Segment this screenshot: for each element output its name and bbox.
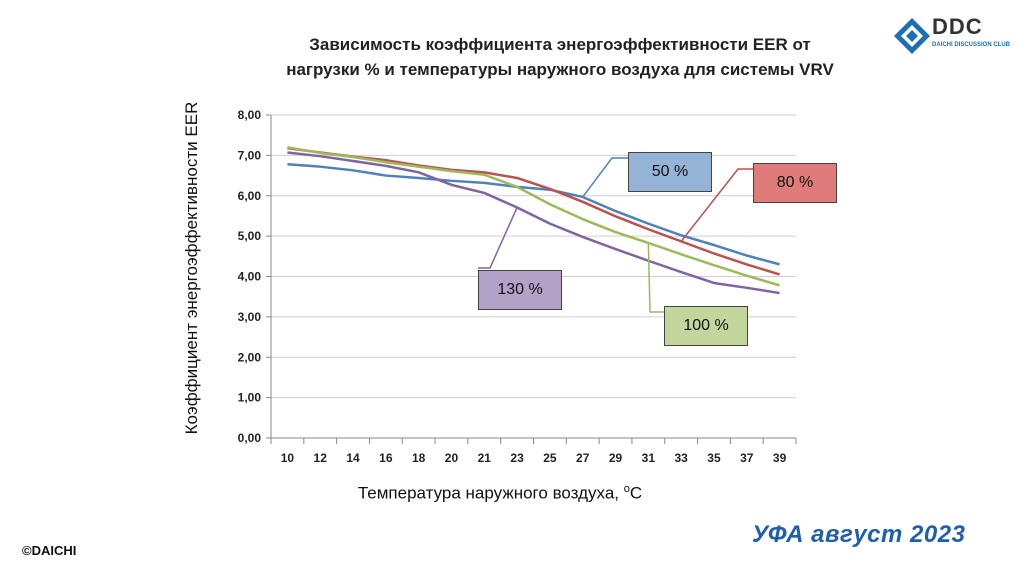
x-tick-label: 31 [642, 451, 656, 465]
y-tick-label: 8,00 [238, 108, 262, 122]
callout-80: 80 % [753, 163, 837, 203]
y-tick-label: 7,00 [238, 148, 262, 162]
x-tick-label: 21 [478, 451, 492, 465]
x-tick-label: 20 [445, 451, 459, 465]
x-tick-label: 27 [576, 451, 590, 465]
x-axis-label-text: Температура наружного воздуха, [357, 483, 619, 503]
logo-brand: DDC [932, 14, 983, 39]
callout-leader-line [680, 168, 753, 242]
callout-100-label: 100 % [683, 317, 729, 334]
ddc-logo [890, 14, 1010, 60]
callout-50-label: 50 % [651, 163, 689, 180]
callout-130-label: 130 % [497, 281, 543, 298]
x-tick-label: 37 [740, 451, 754, 465]
series-50-line [287, 163, 780, 266]
callout-leader-line [647, 242, 664, 313]
y-tick-label: 0,00 [238, 431, 262, 445]
y-tick-label: 4,00 [238, 270, 262, 284]
chart-title-line2: нагрузки % и температуры наружного возду… [286, 60, 834, 79]
y-tick-label: 3,00 [238, 310, 262, 324]
x-tick-label: 10 [281, 451, 295, 465]
x-tick-label: 39 [773, 451, 787, 465]
series-130-line [287, 151, 780, 295]
daichi-copyright: ©DAICHI [22, 543, 77, 558]
callout-100: 100 % [664, 306, 748, 346]
x-tick-label: 14 [346, 451, 360, 465]
x-tick-label: 35 [707, 451, 721, 465]
x-tick-label: 12 [314, 451, 328, 465]
x-tick-label: 16 [379, 451, 393, 465]
chart-title: Зависимость коэффициента энергоэффективн… [230, 32, 890, 82]
logo-tagline: DAICHI DISCUSSION CLUB [932, 42, 1011, 48]
event-caption: УФА август 2023 [752, 521, 966, 548]
callout-leader-line [582, 157, 628, 198]
x-tick-label: 33 [674, 451, 688, 465]
callout-130: 130 % [478, 270, 562, 310]
callout-50: 50 % [628, 152, 712, 192]
y-tick-label: 5,00 [238, 229, 262, 243]
x-axis-label-degree: o [623, 483, 630, 495]
x-axis-label-unit: C [629, 483, 643, 503]
chart-title-line1: Зависимость коэффициента энергоэффективн… [309, 35, 811, 54]
x-tick-label: 23 [510, 451, 524, 465]
ddc-logo-icon [894, 18, 930, 54]
series-100-line [287, 146, 780, 287]
y-tick-label: 2,00 [238, 350, 262, 364]
x-tick-label: 18 [412, 451, 426, 465]
x-tick-label: 29 [609, 451, 623, 465]
y-tick-label: 1,00 [238, 391, 262, 405]
callout-80-label: 80 % [776, 174, 814, 191]
x-tick-label: 25 [543, 451, 557, 465]
y-tick-label: 6,00 [238, 189, 262, 203]
x-axis-label: Температура наружного воздуха, oC [300, 483, 700, 504]
callout-leader-line [478, 207, 518, 269]
